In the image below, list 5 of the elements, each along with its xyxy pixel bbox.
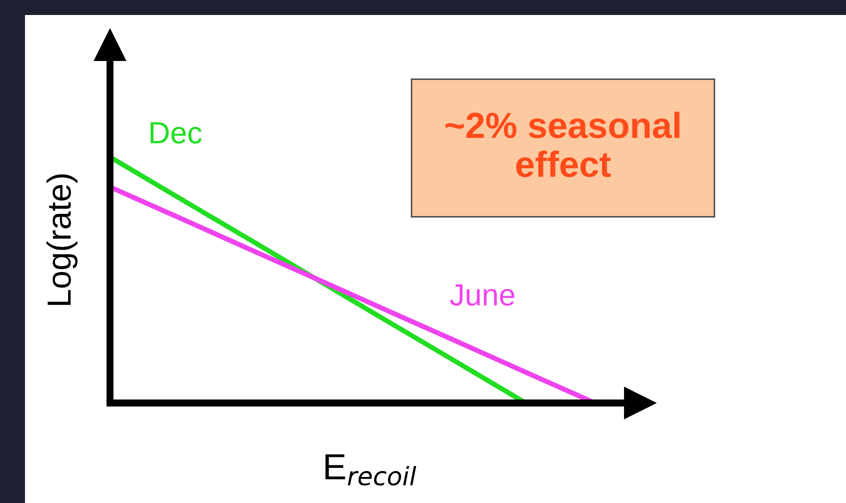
- series-label: Dec: [150, 122, 202, 144]
- y-axis-title: Log(rate): [46, 174, 78, 305]
- x-axis-title: E$_{recoil}$: [325, 454, 416, 486]
- annotation: ~2% seasonal effect: [445, 112, 680, 178]
- series-label: June: [450, 284, 514, 306]
